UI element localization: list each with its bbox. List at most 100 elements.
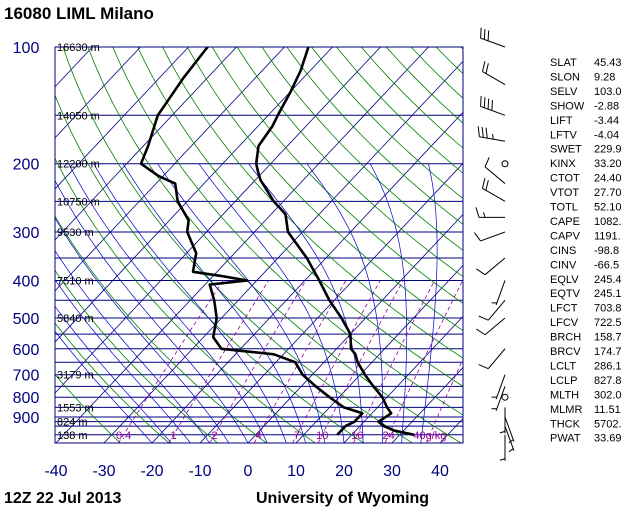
- index-name: LFTV: [550, 129, 578, 141]
- index-value: -98.8: [594, 245, 619, 257]
- wind-barb: [481, 61, 506, 86]
- temperature-tick-label: 30: [383, 463, 401, 480]
- dry-adiabat: [55, 269, 218, 443]
- temperature-tick-label: -10: [188, 463, 211, 480]
- mixing-ratio-label: 10: [316, 430, 328, 442]
- isotherm-line: [343, 315, 463, 443]
- isotherm-line: [55, 47, 285, 292]
- height-label: 16630 m: [57, 42, 100, 54]
- isotherm-line: [55, 47, 333, 343]
- index-name: SLON: [550, 71, 580, 83]
- moist-adiabat: [122, 163, 306, 443]
- index-name: SWET: [550, 144, 582, 156]
- wind-barb: [478, 299, 506, 321]
- wind-barb: [491, 280, 506, 306]
- wind-barb: [501, 160, 509, 168]
- index-value: 245.1: [594, 288, 622, 300]
- index-value: -2.88: [594, 100, 619, 112]
- pressure-tick-label: 900: [13, 410, 40, 427]
- index-name: LIFT: [550, 115, 573, 127]
- temperature-tick-label: 10: [287, 463, 305, 480]
- index-value: -4.04: [594, 129, 619, 141]
- dry-adiabat: [55, 157, 316, 443]
- mixing-ratio-line: [292, 280, 381, 443]
- pressure-tick-label: 400: [13, 273, 40, 290]
- index-value: 5702.: [594, 418, 622, 430]
- height-label: 12200 m: [57, 159, 100, 171]
- mixing-ratio-label: 24: [383, 430, 395, 442]
- index-name: LFCT: [550, 303, 578, 315]
- temperature-tick-label: -40: [44, 463, 67, 480]
- index-value: 229.9: [594, 144, 622, 156]
- index-name: EQLV: [550, 274, 579, 286]
- moist-adiabat: [306, 163, 384, 443]
- index-name: CTOT: [550, 173, 580, 185]
- pressure-tick-label: 800: [13, 390, 40, 407]
- mixing-ratio-label: 4: [256, 430, 262, 442]
- wind-barb: [491, 374, 506, 400]
- height-label: 9530 m: [57, 227, 94, 239]
- mixing-ratio-label: 16: [351, 430, 363, 442]
- source-credit: University of Wyoming: [256, 490, 430, 507]
- height-label: 824 m: [57, 417, 88, 429]
- plot-frame: [54, 46, 464, 444]
- moist-adiabat: [248, 163, 364, 443]
- wind-barb: [499, 407, 506, 434]
- isotherm-line: [55, 47, 189, 190]
- dry-adiabat: [236, 47, 463, 278]
- isotherm-line: [391, 366, 463, 443]
- wind-barb: [491, 386, 506, 411]
- dry-adiabat: [55, 215, 267, 443]
- dry-adiabat: [162, 47, 463, 359]
- wind-barb: [499, 434, 506, 461]
- moist-adiabat: [55, 179, 249, 443]
- index-value: 11.51: [594, 404, 621, 416]
- isotherm-line: [55, 47, 141, 139]
- index-value: 703.8: [594, 303, 622, 315]
- index-name: CINV: [550, 259, 577, 271]
- wind-barb: [478, 348, 506, 370]
- index-name: LCLP: [550, 375, 578, 387]
- pressure-tick-label: 200: [13, 157, 40, 174]
- moist-adiabat: [55, 305, 172, 443]
- index-value: 9.28: [594, 71, 615, 83]
- index-value: 27.70: [594, 187, 622, 199]
- index-name: SHOW: [550, 100, 585, 112]
- index-name: CAPE: [550, 216, 580, 228]
- isotherm-line: [295, 264, 463, 443]
- wind-barb: [477, 126, 506, 142]
- wind-barb: [476, 257, 506, 276]
- wind-barb: [480, 95, 506, 116]
- temperature-tick-label: 0: [244, 463, 253, 480]
- mixing-ratio-label: 0.4: [116, 430, 131, 442]
- index-value: 52.10: [594, 202, 622, 214]
- mixing-ratio-label: 1: [170, 430, 176, 442]
- dry-adiabat: [311, 47, 463, 200]
- observation-time: 12Z 22 Jul 2013: [4, 490, 122, 507]
- wind-barb: [481, 178, 506, 202]
- pressure-tick-label: 700: [13, 368, 40, 385]
- index-value: 1082.: [594, 216, 622, 228]
- pressure-tick-label: 600: [13, 342, 40, 359]
- isotherm-line: [151, 111, 463, 443]
- moist-adiabat: [198, 163, 345, 443]
- moist-adiabat: [55, 279, 191, 443]
- mixing-ratio-line: [209, 280, 307, 443]
- index-value: 722.5: [594, 317, 622, 329]
- index-name: PWAT: [550, 433, 581, 445]
- index-value: 245.4: [594, 274, 622, 286]
- index-value: 302.0: [594, 389, 622, 401]
- wind-barb: [473, 231, 506, 242]
- isotherm-line: [55, 47, 237, 241]
- moist-adiabat: [157, 163, 326, 443]
- index-value: 33.69: [594, 433, 622, 445]
- index-name: SELV: [550, 86, 578, 98]
- index-name: BRCV: [550, 346, 581, 358]
- moist-adiabat: [55, 330, 153, 443]
- index-name: MLTH: [550, 389, 579, 401]
- dry-adiabat: [137, 47, 463, 387]
- index-name: BRCH: [550, 332, 581, 344]
- temperature-tick-label: -20: [140, 463, 163, 480]
- index-name: CINS: [550, 245, 576, 257]
